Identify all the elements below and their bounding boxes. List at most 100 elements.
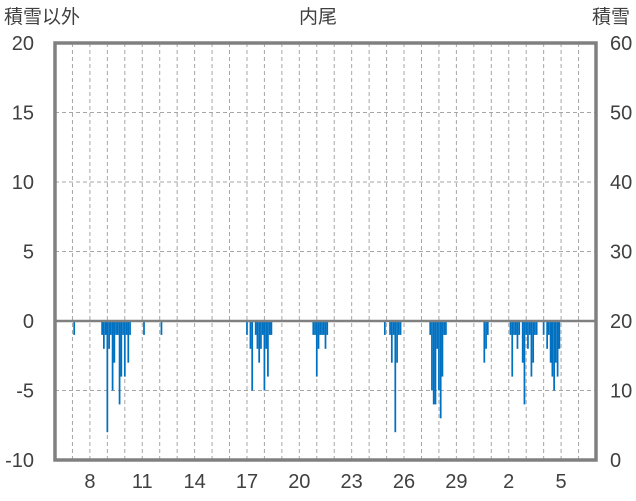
right-tick-label: 50 [610,103,632,125]
bar [246,321,248,335]
left-tick-label: -5 [16,381,34,403]
bar [389,321,391,335]
bar [120,321,123,377]
bar [542,321,545,335]
bar [551,321,554,377]
bar [431,321,433,391]
bar [314,321,316,335]
plot-frame [53,41,598,462]
bar [396,321,398,363]
bar [109,321,112,335]
bar [439,321,442,419]
bar [432,321,435,405]
bar [535,321,538,335]
bar [322,321,325,335]
x-tick-label: 23 [341,471,363,493]
bar [429,321,432,335]
bar [390,321,393,363]
bar [104,321,107,335]
bar [509,321,512,335]
bar [516,321,519,349]
bar [326,321,329,335]
bar [485,321,487,349]
bar [106,321,109,433]
bar [267,321,269,377]
bar [118,321,121,405]
bar [123,321,126,377]
x-tick-label: 17 [236,471,258,493]
bar [127,321,130,363]
left-tick-label: 15 [12,103,34,125]
x-tick-label: 26 [393,471,415,493]
left-axis-label: 積雪以外 [4,6,80,28]
right-tick-label: 10 [610,381,632,403]
right-tick-label: 60 [610,33,632,55]
bar [256,321,259,349]
bar [122,321,124,335]
bar [102,321,105,349]
bar [486,321,489,335]
bar [553,321,555,391]
bar [530,321,533,377]
bar [558,321,561,349]
bar [436,321,439,349]
bar [260,321,262,349]
bar [532,321,535,363]
left-tick-label: 20 [12,33,34,55]
bar [527,321,529,349]
bar [315,321,318,377]
x-tick-label: 20 [288,471,310,493]
bar [399,321,402,335]
bar [546,321,549,349]
bar [160,321,163,335]
bar [392,321,395,335]
x-tick-label: 2 [503,471,514,493]
bar [434,321,437,405]
bar [514,321,517,335]
bar [513,321,515,335]
right-axis-label: 積雪 [592,6,630,28]
bar [317,321,320,349]
bar [528,321,531,335]
bar [518,321,521,335]
bar [525,321,528,335]
grid-lines [55,43,596,460]
bar [521,321,524,363]
bar [111,321,114,391]
bar [116,321,119,335]
bar [534,321,536,335]
x-tick-label: 29 [445,471,467,493]
bar [438,321,440,391]
right-tick-label: 20 [610,311,632,333]
chart-title: 内尾 [299,6,337,28]
bar [556,321,559,377]
right-tick-label: 0 [610,450,621,472]
bar [483,321,486,363]
x-axis-ticks: 8 11 14 17 20 23 26 29 2 5 [84,471,566,493]
bar [263,321,266,391]
bar [258,321,261,363]
bar [549,321,552,363]
left-axis-ticks: 20 15 10 5 0 -5 -10 [5,33,34,472]
bar [73,321,76,335]
bar [324,321,327,349]
x-tick-label: 5 [556,471,567,493]
bar [125,321,128,335]
left-tick-label: 5 [23,242,34,264]
bar-series [73,321,561,433]
bar [265,321,268,349]
left-tick-label: -10 [5,450,34,472]
x-tick-label: 8 [84,471,95,493]
bar [261,321,264,335]
bar [394,321,397,433]
bar [115,321,117,335]
bar [249,321,252,349]
bar [129,321,131,335]
bar [441,321,444,377]
bar [319,321,322,335]
bar [268,321,271,335]
left-tick-label: 10 [12,172,34,194]
bar [113,321,116,363]
bar [443,321,446,335]
